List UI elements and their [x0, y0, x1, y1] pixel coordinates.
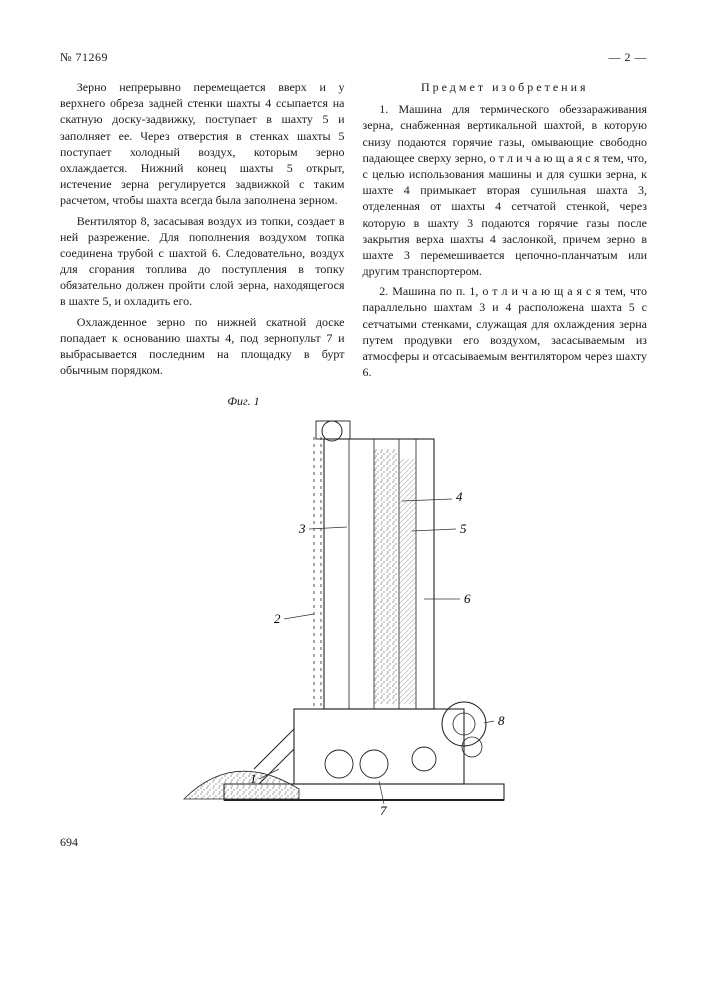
callout-3: 3: [298, 521, 306, 536]
right-column: Предмет изобретения 1. Машина для термич…: [363, 79, 648, 384]
para-l3: Охлажденное зерно по нижней скатной доск…: [60, 314, 345, 379]
claims-title: Предмет изобретения: [363, 79, 648, 95]
figure-1: Фиг. 1: [60, 394, 647, 829]
callout-1: 1: [250, 771, 257, 786]
callout-8: 8: [498, 713, 505, 728]
figure-svg: 1 2 3 4 5 6 7 8: [164, 409, 544, 829]
page-marker: — 2 —: [609, 50, 648, 65]
figure-caption: Фиг. 1: [0, 394, 537, 409]
callout-2: 2: [274, 611, 281, 626]
para-r1: 1. Машина для термического обеззараживан…: [363, 101, 648, 279]
doc-number: № 71269: [60, 50, 108, 65]
callout-6: 6: [464, 591, 471, 606]
para-l1: Зерно непрерывно перемещается вверх и у …: [60, 79, 345, 209]
callout-7: 7: [380, 803, 387, 818]
para-l2: Вентилятор 8, засасывая воздух из топки,…: [60, 213, 345, 310]
callout-4: 4: [456, 489, 463, 504]
page-number: 694: [60, 835, 647, 850]
para-r2: 2. Машина по п. 1, о т л и ч а ю щ а я с…: [363, 283, 648, 380]
left-column: Зерно непрерывно перемещается вверх и у …: [60, 79, 345, 384]
callout-5: 5: [460, 521, 467, 536]
text-columns: Зерно непрерывно перемещается вверх и у …: [60, 79, 647, 384]
